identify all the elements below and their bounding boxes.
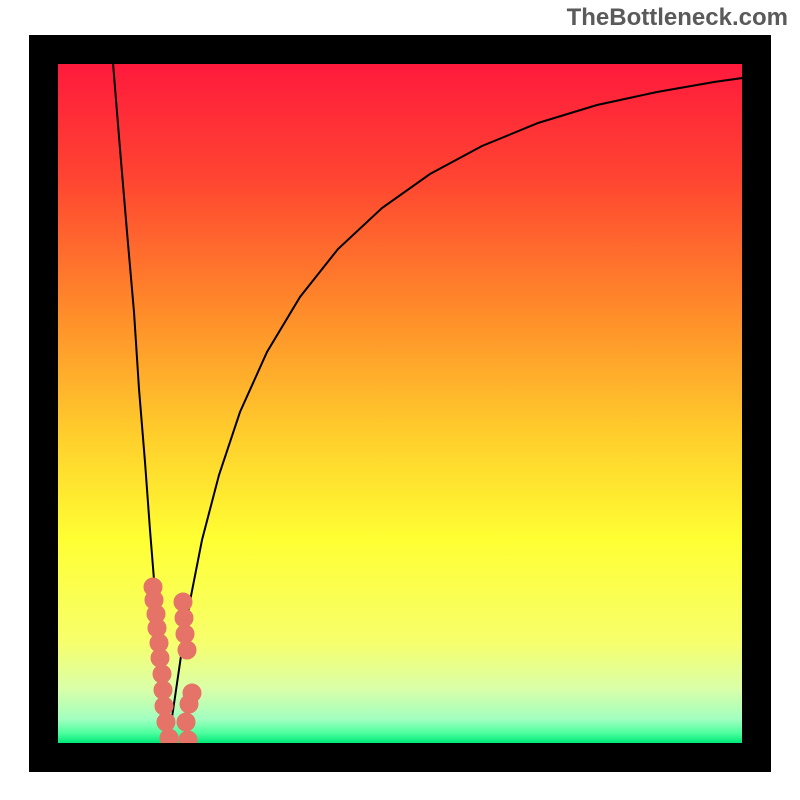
watermark-text: TheBottleneck.com [567,4,788,32]
marker-dot [151,649,169,667]
marker-dot [155,697,173,715]
marker-dot [157,713,175,731]
marker-dot [178,641,196,659]
plot-frame [29,35,771,772]
bottleneck-curve [113,64,742,743]
marker-dot [183,684,201,702]
marker-dot [154,681,172,699]
marker-dot [177,713,195,731]
marker-dot [176,625,194,643]
marker-dot [179,731,197,743]
plot-overlay [58,64,742,743]
marker-dot [174,593,192,611]
marker-dot [160,729,178,743]
marker-dot [175,609,193,627]
marker-dot [153,665,171,683]
